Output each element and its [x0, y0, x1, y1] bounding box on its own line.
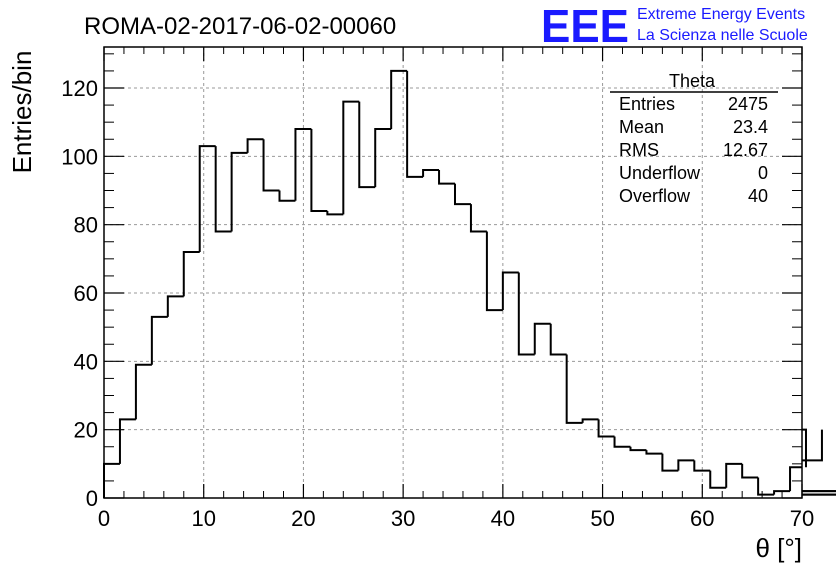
histogram-bin: [374, 128, 392, 188]
histogram-bin: [262, 139, 280, 192]
stats-title: Theta: [669, 71, 716, 91]
histogram-bin: [757, 477, 775, 496]
stats-row-label: Overflow: [619, 186, 691, 206]
stats-row-label: Mean: [619, 117, 664, 137]
histogram-bin: [645, 450, 663, 455]
stats-row-value: 12.67: [723, 140, 768, 160]
histogram-bin: [198, 145, 216, 252]
histogram-bin: [485, 231, 503, 312]
y-tick-label: 0: [86, 486, 98, 511]
stats-row-value: 23.4: [733, 117, 768, 137]
histogram-bin: [118, 418, 136, 464]
histogram-bin: [358, 101, 376, 189]
x-tick-label: 60: [690, 506, 714, 531]
stats-row-value: 2475: [728, 94, 768, 114]
stats-row-label: Underflow: [619, 163, 701, 183]
x-tick-label: 30: [391, 506, 415, 531]
stats-row-value: 0: [758, 163, 768, 183]
histogram-bin: [469, 204, 487, 233]
histogram-bin: [661, 453, 679, 472]
stats-rows: Entries 2475 Mean 23.4 RMS 12.67 Underflow 0 Ove…: [619, 94, 768, 206]
histogram: [103, 69, 836, 498]
histogram-bin: [581, 418, 599, 423]
histogram-bin: [310, 129, 328, 212]
x-tick-label: 40: [491, 506, 515, 531]
histogram-bin: [326, 211, 344, 216]
stats-row-label: Entries: [619, 94, 675, 114]
histogram-bin: [802, 429, 823, 462]
histogram-bin: [294, 128, 312, 201]
histogram-bin: [246, 138, 264, 153]
axis-ticks: 0 10 20 30 40 50 60 70 0 20 40 60 80 100 120: [61, 47, 814, 531]
plot-frame: [103, 46, 803, 499]
histogram-bin: [422, 169, 440, 177]
histogram-bin: [166, 295, 184, 317]
histogram-bin: [230, 151, 248, 232]
histogram-bin: [802, 428, 807, 468]
eee-logo-mark: EEE: [541, 0, 629, 52]
histogram-bin: [453, 183, 471, 206]
logo-line-1: Extreme Energy Events: [637, 6, 805, 23]
x-tick-label: 50: [590, 506, 614, 531]
histogram-bin: [789, 466, 802, 492]
histogram-bin: [613, 436, 631, 448]
histogram-bin: [741, 463, 759, 479]
x-tick-label: 10: [191, 506, 215, 531]
histogram-bin: [438, 170, 455, 185]
histogram-bin: [773, 490, 791, 495]
y-axis-label: Entries/bin: [7, 51, 37, 174]
histogram-bin: [565, 354, 583, 424]
x-tick-label: 70: [790, 506, 814, 531]
histogram-bin: [709, 470, 727, 489]
y-tick-label: 80: [74, 213, 98, 238]
stats-row-label: RMS: [619, 140, 659, 160]
histogram-bin: [677, 459, 695, 471]
histogram-bin: [134, 363, 152, 420]
grid: [104, 47, 802, 498]
histogram-bin: [533, 322, 551, 355]
stats-box: Theta Entries 2475 Mean 23.4 RMS 12.67 Underfl…: [610, 71, 778, 206]
histogram-bin: [150, 315, 168, 365]
histogram-bin: [501, 271, 519, 311]
y-tick-label: 60: [74, 281, 98, 306]
y-tick-label: 120: [61, 76, 98, 101]
histogram-bin: [342, 100, 360, 215]
histogram-bin: [629, 446, 647, 452]
histogram-bin: [278, 190, 296, 202]
y-tick-label: 40: [74, 349, 98, 374]
run-title: ROMA-02-2017-06-02-00060: [84, 13, 396, 40]
histogram-bin: [406, 70, 424, 178]
y-tick-label: 100: [61, 144, 98, 169]
histogram-bin: [693, 460, 711, 472]
histogram-bin: [517, 272, 535, 356]
histogram-bin: [549, 323, 567, 356]
histogram-bin: [390, 69, 408, 129]
stats-row-value: 40: [748, 186, 768, 206]
x-axis-label: θ [°]: [755, 533, 802, 563]
x-tick-label: 0: [98, 506, 110, 531]
histogram-bin: [802, 490, 836, 493]
histogram-bin: [725, 462, 743, 488]
histogram-bin: [182, 251, 200, 297]
y-tick-label: 20: [74, 418, 98, 443]
logo-line-2: La Scienza nelle Scuole: [637, 27, 808, 44]
histogram-bin: [214, 146, 232, 233]
x-tick-label: 20: [291, 506, 315, 531]
histogram-bin: [597, 419, 615, 438]
